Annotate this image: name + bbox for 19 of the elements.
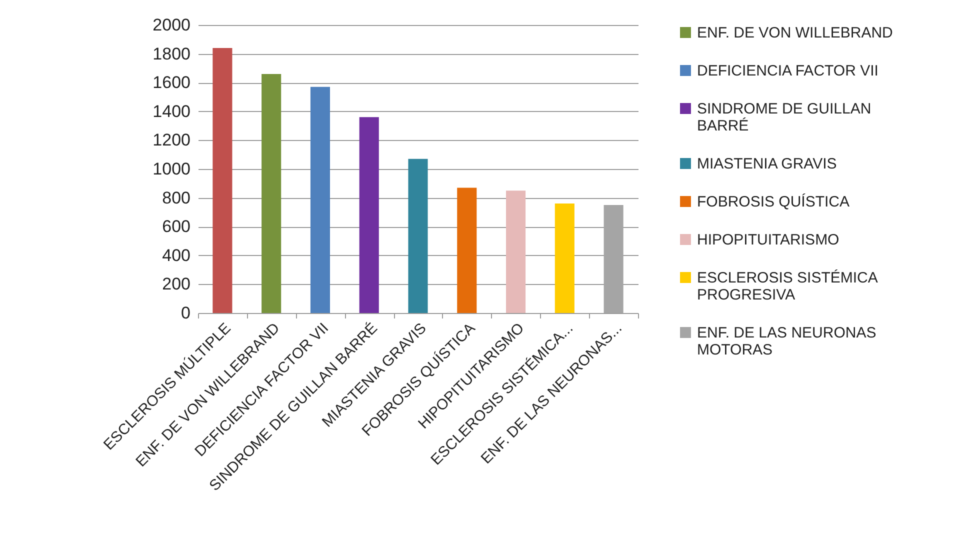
y-tick-label: 600 [162,217,190,236]
legend-label: SINDROME DE GUILLAN BARRÉ [697,100,872,134]
y-tick-label: 1200 [152,130,190,150]
legend-label: ENF. DE LAS NEURONAS MOTORAS [697,324,876,358]
y-tick-label: 1000 [152,160,190,178]
y-tick-label: 400 [162,246,190,265]
y-tick-label: 2000 [152,16,190,34]
legend-label: MIASTENIA GRAVIS [697,156,837,172]
legend-label: HIPOPITUITARISMO [697,232,840,248]
y-tick-label: 1800 [152,44,190,64]
y-tick-label: 1400 [152,102,190,121]
legend-label: ESCLEROSIS SISTÉMICA PROGRESIVA [697,268,878,304]
legend-label: FOBROSIS QUÍSTICA [697,192,850,210]
legend-label: ENF. DE VON WILLEBRAND [697,24,894,42]
legend-label: DEFICIENCIA FACTOR VII [697,62,878,80]
y-tick-label: 800 [162,188,190,208]
y-tick-label: 200 [162,274,190,294]
y-tick-label: 0 [181,304,190,322]
y-tick-label: 1600 [152,73,190,92]
